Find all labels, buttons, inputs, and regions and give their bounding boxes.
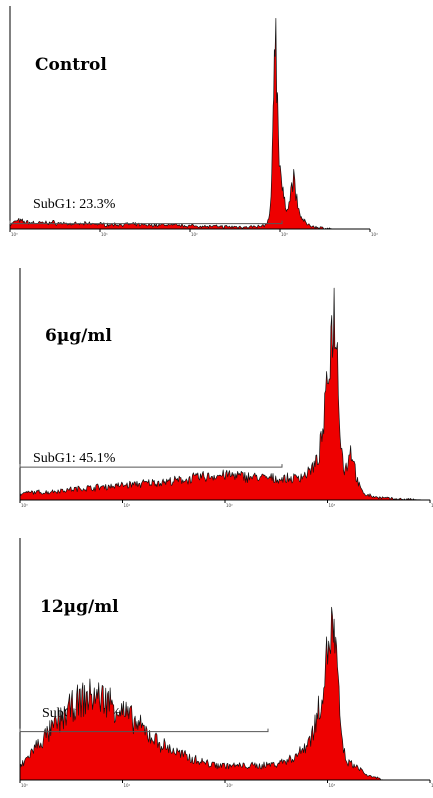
x-tick-label: 10⁰: [21, 783, 28, 788]
x-tick-label: 10⁴: [431, 503, 433, 508]
subg1-gate-line: [19, 464, 283, 468]
x-tick-label: 10³: [329, 503, 336, 508]
x-tick-label: 10¹: [101, 232, 108, 237]
histogram-area: [19, 606, 384, 781]
x-tick-label: 10⁴: [371, 232, 378, 237]
x-tick-label: 10⁰: [11, 232, 18, 237]
x-tick-label: 10⁴: [431, 783, 433, 788]
subg1-gate-line: [9, 220, 283, 225]
histogram-area: [19, 287, 431, 501]
panel-title: 12µg/ml: [40, 597, 119, 617]
x-tick-label: 10³: [329, 783, 336, 788]
panel-title: 6µg/ml: [45, 326, 112, 346]
x-tick-label: 10²: [226, 783, 233, 788]
x-tick-label: 10¹: [124, 503, 131, 508]
x-tick-label: 10²: [226, 503, 233, 508]
subg1-gate-label: SubG1: 23.3%: [33, 197, 116, 212]
histogram-panel-control: Control SubG1: 23.3% 10⁰ 10¹ 10² 10³ 10⁴: [9, 6, 378, 237]
histogram-panel-6ug: 6µg/ml SubG1: 45.1% 10⁰ 10¹ 10² 10³ 10⁴: [19, 268, 433, 508]
x-tick-label: 10⁰: [21, 503, 28, 508]
x-tick-label: 10¹: [124, 783, 131, 788]
panel-title: Control: [35, 55, 107, 75]
x-tick-label: 10³: [281, 232, 288, 237]
x-tick-label: 10²: [191, 232, 198, 237]
subg1-gate-label: SubG1: 45.1%: [33, 451, 116, 466]
subg1-gate-line: [19, 728, 269, 733]
